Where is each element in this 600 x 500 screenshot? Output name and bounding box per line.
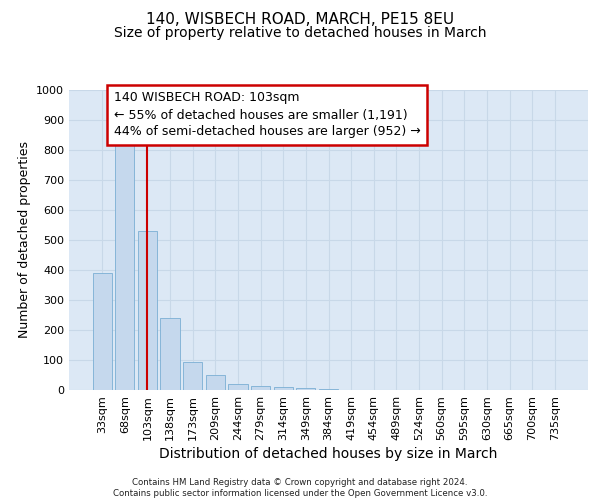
Bar: [206, 375, 225, 390]
Bar: [229, 384, 248, 390]
Bar: [251, 386, 270, 390]
Text: 140 WISBECH ROAD: 103sqm
← 55% of detached houses are smaller (1,191)
44% of sem: 140 WISBECH ROAD: 103sqm ← 55% of detach…: [113, 92, 420, 138]
Bar: [92, 273, 112, 390]
Text: Contains HM Land Registry data © Crown copyright and database right 2024.
Contai: Contains HM Land Registry data © Crown c…: [113, 478, 487, 498]
Bar: [183, 362, 202, 390]
X-axis label: Distribution of detached houses by size in March: Distribution of detached houses by size …: [160, 447, 497, 461]
Y-axis label: Number of detached properties: Number of detached properties: [17, 142, 31, 338]
Bar: [296, 388, 316, 390]
Bar: [319, 388, 338, 390]
Bar: [138, 231, 157, 390]
Bar: [274, 387, 293, 390]
Text: Size of property relative to detached houses in March: Size of property relative to detached ho…: [114, 26, 486, 40]
Bar: [160, 318, 180, 390]
Text: 140, WISBECH ROAD, MARCH, PE15 8EU: 140, WISBECH ROAD, MARCH, PE15 8EU: [146, 12, 454, 28]
Bar: [115, 141, 134, 390]
